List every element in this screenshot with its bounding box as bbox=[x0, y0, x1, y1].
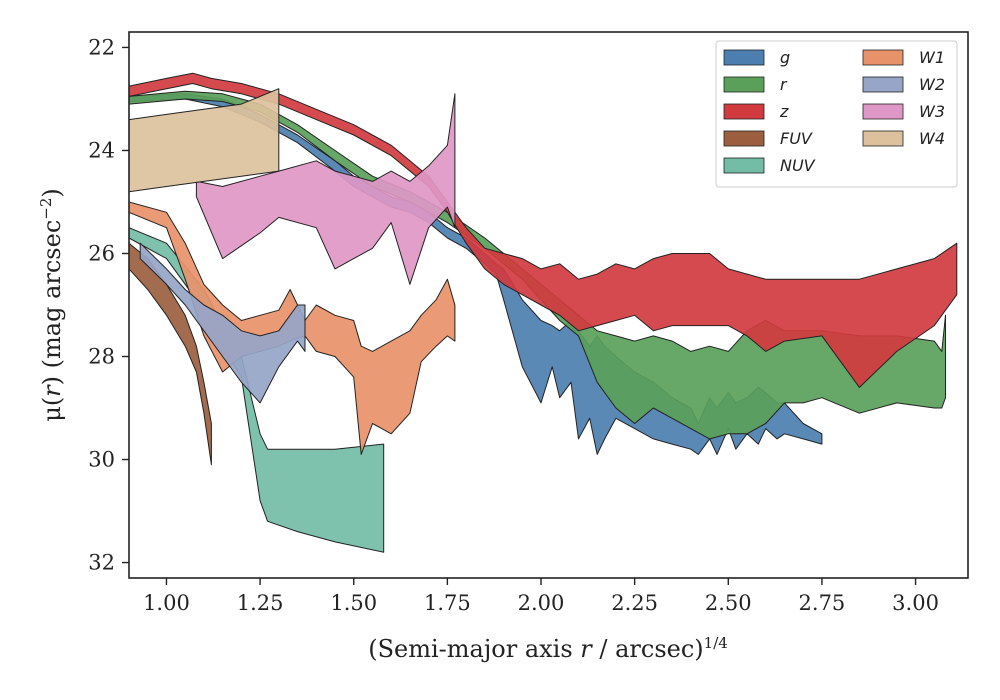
series-band-w2 bbox=[139, 242, 306, 404]
legend-swatch-fuv bbox=[723, 130, 765, 147]
legend-swatch-g bbox=[723, 49, 765, 66]
legend-swatch-nuv bbox=[723, 157, 765, 174]
legend-label-r: r bbox=[780, 75, 788, 94]
x-tick-label: 1.00 bbox=[143, 591, 190, 615]
legend-swatch-w2 bbox=[862, 76, 904, 93]
legend-label-fuv: FUV bbox=[780, 129, 813, 148]
legend-label-z: z bbox=[779, 102, 789, 121]
y-tick-label: 26 bbox=[88, 241, 115, 265]
legend-swatch-r bbox=[723, 76, 765, 93]
x-axis-label: (Semi-major axis r / arcsec)1/4 bbox=[368, 634, 728, 663]
x-tick-label: 2.50 bbox=[705, 591, 752, 615]
legend-label-w2: W2 bbox=[919, 75, 945, 94]
legend-swatch-w3 bbox=[862, 103, 904, 120]
x-tick-label: 2.25 bbox=[611, 591, 658, 615]
series-band-w3 bbox=[195, 93, 456, 285]
y-tick-label: 28 bbox=[88, 345, 115, 369]
y-axis-label: μ(r) (mag arcsec−2) bbox=[37, 188, 66, 422]
legend-label-nuv: NUV bbox=[780, 156, 816, 175]
series-band-w4 bbox=[129, 88, 280, 193]
x-axis: 1.00 1.25 1.50 1.75 2.00 2.25 2.50 2.75 3.00 bbox=[143, 578, 939, 615]
x-tick-label: 1.50 bbox=[330, 591, 377, 615]
legend-label-g: g bbox=[780, 48, 790, 67]
legend-label-w4: W4 bbox=[919, 129, 945, 148]
legend-swatch-z bbox=[723, 103, 765, 120]
x-tick-label: 1.75 bbox=[424, 591, 471, 615]
legend-swatch-w4 bbox=[862, 130, 904, 147]
legend-label-w1: W1 bbox=[919, 48, 945, 67]
y-tick-label: 32 bbox=[88, 551, 115, 575]
legend-label-w3: W3 bbox=[919, 102, 945, 121]
y-tick-label: 22 bbox=[88, 35, 115, 59]
x-tick-label: 1.25 bbox=[237, 591, 284, 615]
y-axis: 22 24 26 28 30 32 bbox=[88, 35, 129, 575]
y-tick-label: 24 bbox=[88, 138, 115, 162]
x-tick-label: 2.00 bbox=[518, 591, 565, 615]
series-band-fuv bbox=[129, 242, 212, 466]
y-tick-label: 30 bbox=[88, 448, 115, 472]
legend: grz FUV NUV W1 W2 W3 W4 bbox=[715, 40, 958, 188]
x-tick-label: 2.75 bbox=[799, 591, 846, 615]
legend-swatch-w1 bbox=[862, 49, 904, 66]
plot-frame bbox=[128, 31, 969, 579]
plot-area bbox=[129, 72, 958, 553]
x-tick-label: 3.00 bbox=[892, 591, 939, 615]
